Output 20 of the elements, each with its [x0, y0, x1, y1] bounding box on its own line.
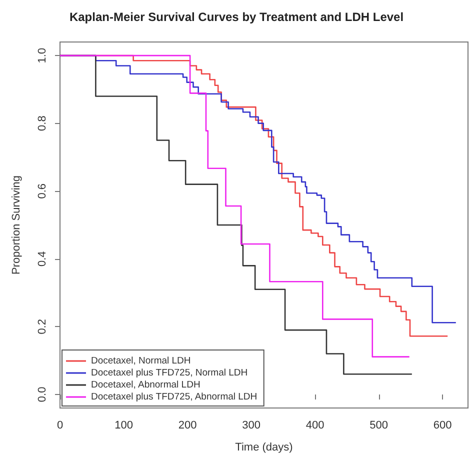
legend-label: Docetaxel plus TFD725, Abnormal LDH — [91, 392, 258, 402]
x-tick-label: 200 — [178, 420, 197, 432]
y-tick-label: 1.0 — [36, 48, 48, 64]
x-tick-label: 100 — [114, 420, 133, 432]
chart-title: Kaplan-Meier Survival Curves by Treatment and LDH Level — [69, 10, 404, 24]
y-tick-label: 0.6 — [36, 183, 48, 199]
legend-label: Docetaxel, Abnormal LDH — [91, 380, 200, 390]
y-tick-label: 0.8 — [36, 116, 48, 131]
legend-label: Docetaxel plus TFD725, Normal LDH — [91, 368, 248, 378]
y-tick-label: 0.2 — [36, 319, 48, 334]
x-tick-label: 0 — [56, 420, 64, 432]
x-tick-label: 400 — [306, 420, 324, 432]
x-tick-label: 300 — [242, 420, 260, 432]
y-tick-label: 0.0 — [36, 386, 48, 402]
legend-label: Docetaxel, Normal LDH — [91, 356, 191, 366]
x-axis-title: Time (days) — [235, 442, 293, 454]
x-tick-label: 600 — [433, 420, 452, 432]
y-axis-title: Proportion Surviving — [10, 175, 22, 275]
y-tick-label: 0.4 — [36, 251, 48, 267]
x-tick-label: 500 — [370, 420, 388, 432]
